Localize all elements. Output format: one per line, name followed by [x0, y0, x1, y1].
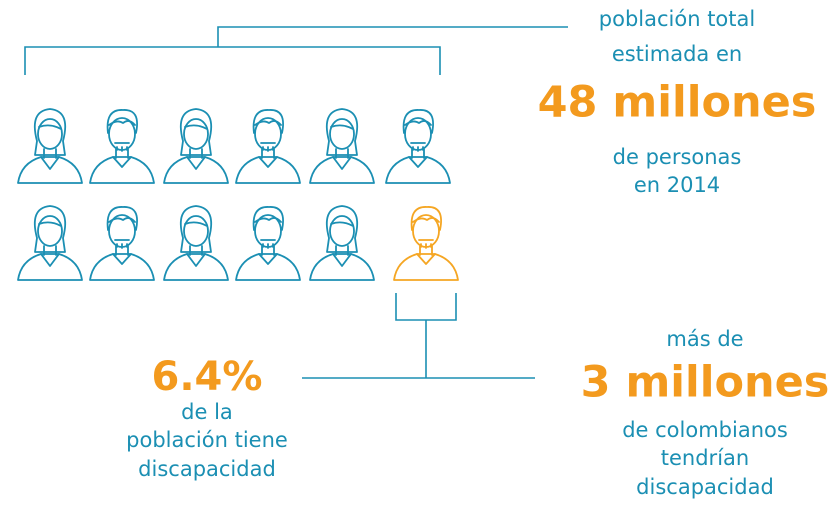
caption: tendrían — [661, 446, 749, 470]
person-icon — [235, 206, 301, 281]
caption: más de — [666, 327, 743, 351]
top-bracket — [24, 26, 568, 75]
caption: discapacidad — [636, 475, 774, 499]
person-icon — [17, 205, 83, 281]
bottom-bracket — [302, 293, 535, 379]
person-icon — [235, 109, 301, 184]
highlighted-person — [393, 206, 459, 281]
caption: discapacidad — [138, 457, 276, 481]
person-icon — [309, 205, 375, 281]
people-row — [17, 108, 451, 281]
highlight: 3 millones — [581, 358, 830, 408]
caption: de la — [181, 400, 233, 424]
person-icon — [393, 206, 459, 281]
caption: población total — [599, 7, 755, 31]
caption: estimada en — [612, 42, 742, 66]
caption: población tiene — [126, 428, 288, 452]
caption: en 2014 — [634, 173, 720, 197]
person-icon — [163, 108, 229, 184]
person-icon — [385, 109, 451, 184]
highlight: 6.4% — [152, 354, 263, 400]
person-icon — [89, 206, 155, 281]
highlight: 48 millones — [538, 78, 817, 128]
person-icon — [309, 108, 375, 184]
caption: de colombianos — [622, 418, 788, 442]
caption: de personas — [613, 145, 742, 169]
person-icon — [163, 205, 229, 281]
person-icon — [89, 109, 155, 184]
person-icon — [17, 108, 83, 184]
